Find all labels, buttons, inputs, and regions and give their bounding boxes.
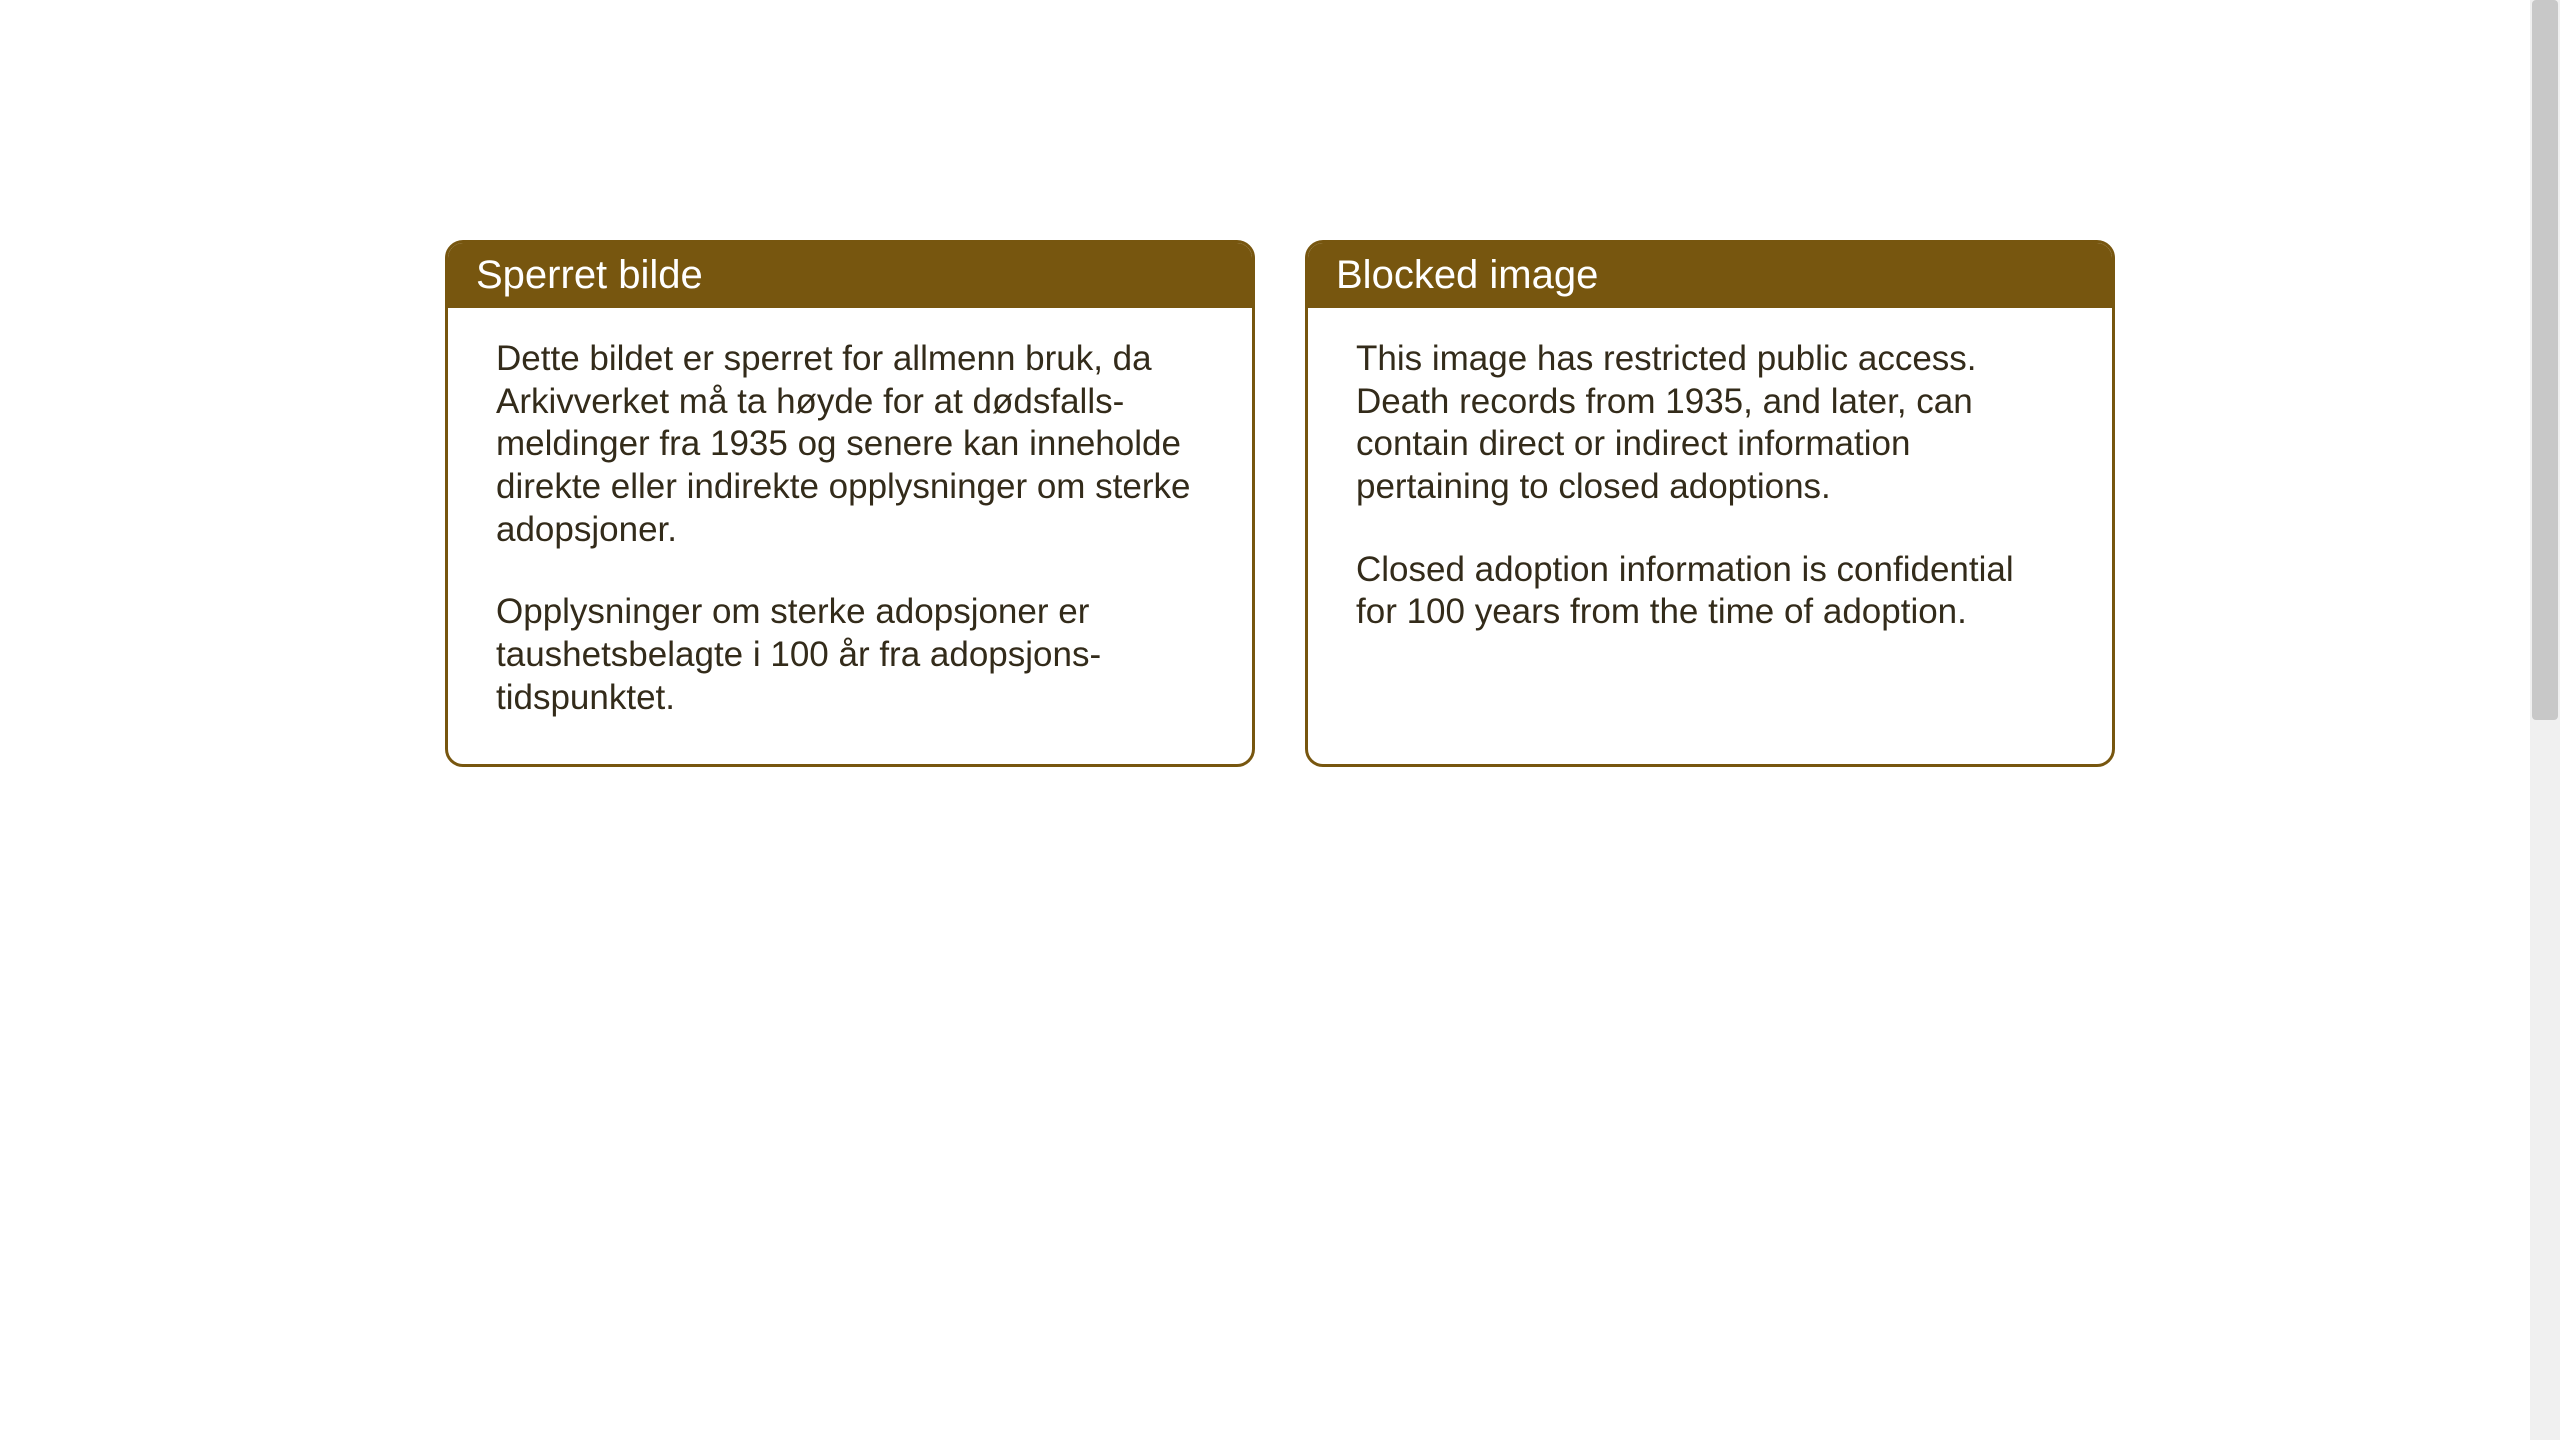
cards-container: Sperret bilde Dette bildet er sperret fo… — [445, 240, 2115, 767]
vertical-scrollbar-thumb[interactable] — [2532, 0, 2558, 720]
card-norwegian-paragraph-1: Dette bildet er sperret for allmenn bruk… — [496, 338, 1204, 551]
card-english-body: This image has restricted public access.… — [1308, 308, 2112, 678]
card-norwegian: Sperret bilde Dette bildet er sperret fo… — [445, 240, 1255, 767]
card-english: Blocked image This image has restricted … — [1305, 240, 2115, 767]
card-english-header: Blocked image — [1308, 243, 2112, 308]
card-norwegian-body: Dette bildet er sperret for allmenn bruk… — [448, 308, 1252, 764]
card-english-paragraph-2: Closed adoption information is confident… — [1356, 549, 2064, 634]
card-norwegian-header: Sperret bilde — [448, 243, 1252, 308]
vertical-scrollbar-track[interactable] — [2530, 0, 2560, 1440]
card-english-paragraph-1: This image has restricted public access.… — [1356, 338, 2064, 509]
card-norwegian-paragraph-2: Opplysninger om sterke adopsjoner er tau… — [496, 591, 1204, 719]
